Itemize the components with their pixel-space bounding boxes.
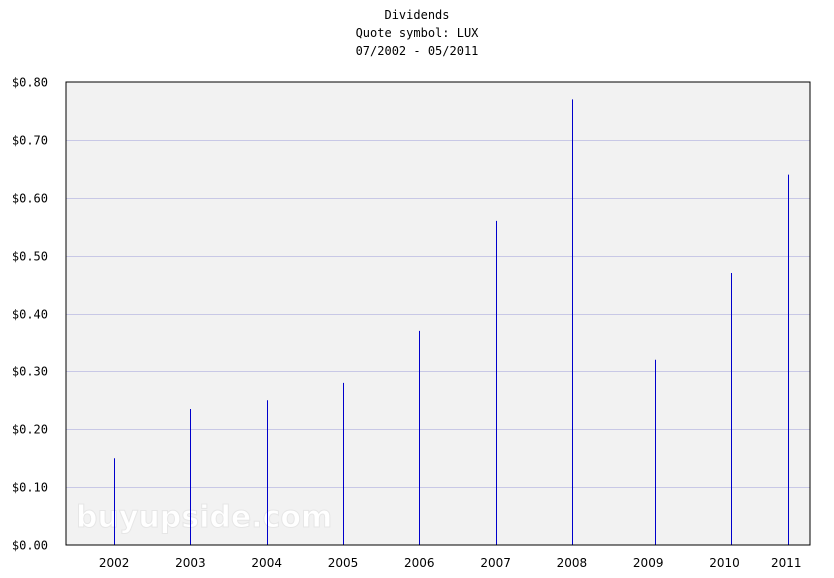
y-tick-label: $0.00	[12, 539, 48, 553]
watermark-text: buyupside.com	[76, 500, 332, 535]
y-tick-label: $0.60	[12, 192, 48, 206]
y-tick-label: $0.80	[12, 76, 48, 90]
x-tick-label: 2004	[251, 556, 282, 570]
chart-period: 07/2002 - 05/2011	[355, 44, 479, 58]
y-tick-label: $0.30	[12, 365, 48, 379]
y-tick-label: $0.10	[12, 481, 48, 495]
y-tick-label: $0.50	[12, 250, 48, 264]
dividend-bars	[114, 99, 789, 545]
chart-subtitle: Quote symbol: LUX	[355, 26, 479, 40]
x-tick-label: 2003	[175, 556, 206, 570]
x-tick-label: 2009	[633, 556, 664, 570]
x-tick-label: 2011	[771, 556, 802, 570]
x-tick-label: 2008	[557, 556, 588, 570]
plot-frame	[65, 81, 811, 546]
y-tick-label: $0.20	[12, 423, 48, 437]
x-tick-label: 2007	[480, 556, 511, 570]
x-tick-label: 2002	[99, 556, 130, 570]
y-tick-label: $0.70	[12, 134, 48, 148]
x-tick-label: 2010	[709, 556, 740, 570]
y-axis: $0.00 $0.10 $0.20 $0.30 $0.40 $0.50 $0.60 $0.70…	[12, 76, 48, 553]
x-tick-label: 2006	[404, 556, 435, 570]
y-tick-label: $0.40	[12, 308, 48, 322]
plot-area	[66, 82, 810, 545]
x-tick-label: 2005	[328, 556, 359, 570]
x-axis: 2002 2003 2004 2005 2006 2007 2008 2009 2010 2011	[99, 556, 802, 570]
chart-title: Dividends	[384, 8, 450, 22]
